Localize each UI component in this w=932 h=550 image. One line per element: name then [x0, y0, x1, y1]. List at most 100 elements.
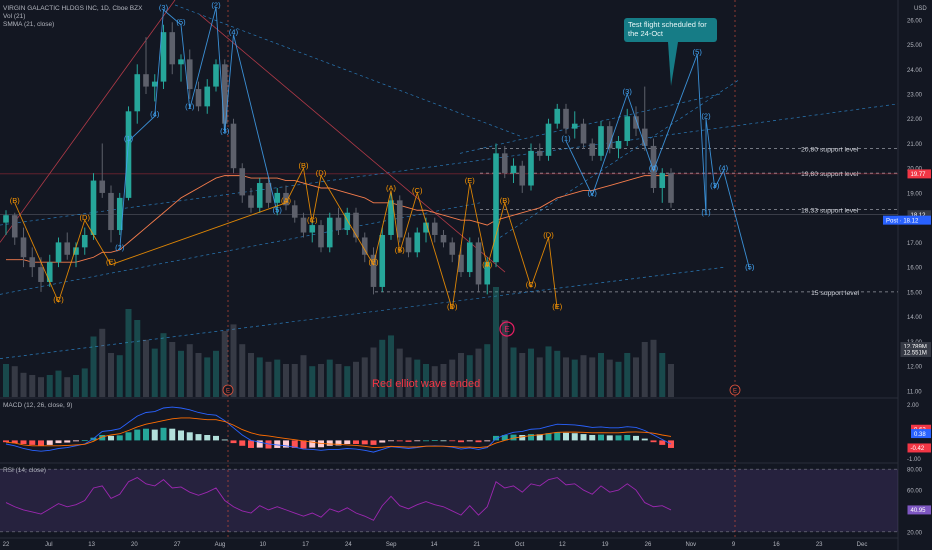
wave-label-orange: (D) [80, 213, 91, 222]
volume-bar [563, 357, 569, 397]
macd-histogram-bar [151, 429, 158, 441]
macd-histogram-bar [81, 440, 88, 441]
macd-histogram-bar [466, 440, 473, 442]
candle-body [589, 143, 596, 156]
candle [484, 257, 491, 295]
wave-label-blue: (5) [273, 206, 283, 215]
rsi-line [5, 477, 672, 521]
wave-label-orange: (A) [482, 260, 493, 269]
candle [318, 220, 324, 253]
volume-bar [81, 368, 88, 397]
candle-body [213, 64, 219, 87]
price-tick-label: 22.00 [907, 117, 923, 123]
candle-body [11, 215, 18, 238]
volume-bar [291, 364, 298, 397]
candle [615, 136, 622, 159]
macd-histogram-bar [55, 440, 62, 444]
candle-body [414, 232, 421, 253]
support-level-label: 20,80 support level [801, 146, 859, 153]
candle-body [475, 242, 482, 285]
price-tag [883, 215, 931, 225]
macd-histogram-bar [668, 440, 674, 448]
volume-bar [151, 348, 158, 397]
price-tag [900, 347, 931, 357]
volume-bar [414, 359, 421, 397]
price-tick-label: 24.00 [907, 68, 923, 74]
volume-bar [221, 331, 228, 397]
candle [335, 207, 342, 235]
elliott-e-label: E [504, 325, 509, 334]
candle-body [650, 145, 657, 188]
time-tick-label: 16 [773, 542, 780, 548]
macd-histogram-bar [361, 440, 368, 445]
macd-histogram-bar [221, 439, 228, 441]
price-tag-text: Post · 18.12 [886, 218, 919, 224]
volume-bar [388, 335, 394, 397]
price-unit-label: USD [914, 6, 927, 12]
price-tick-label: 16.00 [907, 266, 923, 272]
wave-label-orange: (B) [395, 245, 406, 254]
candle-body [38, 267, 44, 282]
candle [545, 118, 552, 161]
candle-body [388, 200, 394, 235]
volume-bar [440, 364, 447, 397]
time-tick-label: 9 [732, 542, 736, 548]
candle [195, 81, 202, 112]
candle-body [536, 150, 543, 156]
macd-histogram-bar [160, 427, 167, 441]
trend-line [0, 103, 899, 226]
wave-label-orange: (B) [299, 161, 310, 170]
macd-histogram-bar [20, 440, 27, 444]
candle-body [195, 89, 202, 107]
candle-body [274, 192, 281, 203]
candle [160, 24, 167, 90]
support-level-label: 19,80 support level [801, 171, 859, 178]
red-wave-annotation: Red elliot wave ended [372, 378, 480, 390]
candle-body [309, 225, 316, 233]
candle-body [125, 111, 132, 198]
time-tick-label: 22 [3, 542, 10, 548]
candle [370, 247, 377, 295]
candle-body [81, 234, 88, 248]
macd-histogram-bar [239, 440, 246, 446]
candle [396, 195, 403, 243]
candle-body [353, 212, 359, 238]
candle-body [221, 64, 228, 124]
time-tick-label: Jul [45, 542, 53, 548]
macd-histogram-bar [633, 435, 639, 441]
candle [606, 121, 613, 154]
volume-bar [458, 353, 464, 397]
candle-body [344, 212, 351, 231]
macd-histogram-bar [46, 440, 53, 445]
time-axis-marker-label: E [226, 389, 230, 395]
candle [64, 232, 71, 260]
volume-bar [213, 350, 219, 397]
candle-body [659, 173, 666, 188]
macd-label: MACD (12, 26, close, 9) [3, 402, 73, 409]
volume-bar [169, 342, 176, 397]
wave-label-blue: (5) [176, 18, 186, 27]
macd-histogram-bar [300, 440, 307, 449]
blue-wave-path [565, 54, 751, 270]
candle [300, 212, 307, 238]
candle [125, 106, 132, 201]
candle [274, 187, 281, 216]
price-tick-label: 21.00 [907, 142, 923, 148]
volume-bar [3, 364, 9, 397]
price-tag [907, 169, 931, 179]
macd-histogram-bar [379, 440, 386, 443]
candle [659, 168, 666, 203]
candle [344, 207, 351, 235]
candle [405, 232, 412, 258]
price-tag [900, 342, 931, 352]
volume-bar [116, 355, 123, 397]
volume-bar [186, 344, 193, 397]
candle-body [571, 123, 578, 129]
macd-histogram-bar [580, 434, 587, 441]
candle-body [396, 200, 403, 238]
candle [440, 230, 447, 248]
volume-bar [493, 287, 499, 397]
volume-bar [134, 320, 141, 397]
volume-bar [668, 364, 674, 397]
macd-histogram-bar [169, 428, 176, 441]
